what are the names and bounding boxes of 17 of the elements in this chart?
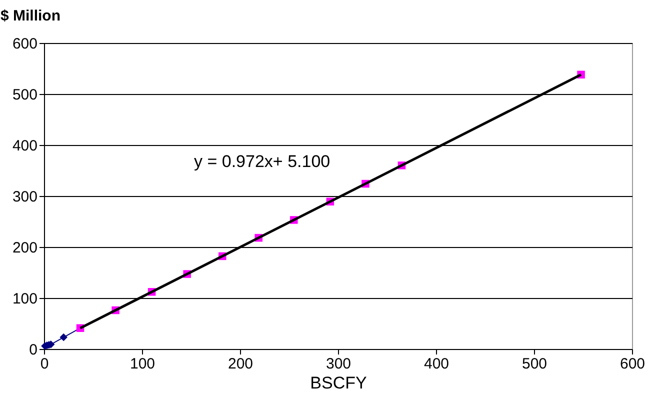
x-axis-title: BSCFY	[310, 374, 367, 392]
annotation: y = 0.972x+ 5.100	[194, 152, 330, 171]
y-axis-title: $ Million	[0, 8, 60, 24]
y-tick-label: 100	[12, 290, 38, 308]
y-tick-label: 400	[12, 138, 38, 154]
x-tick-label: 100	[130, 356, 156, 372]
x-tick-label: 0	[40, 356, 49, 372]
y-tick-label: 200	[12, 240, 38, 256]
y-tick-label: 500	[12, 86, 38, 104]
y-tick-label: 0	[29, 342, 38, 358]
x-tick-label: 500	[522, 356, 548, 372]
y-tick-label: 300	[12, 188, 38, 206]
x-tick-label: 300	[326, 356, 352, 372]
y-tick-label: 600	[12, 36, 38, 52]
x-tick-label: 600	[620, 356, 646, 372]
x-tick-label: 200	[228, 356, 254, 372]
x-tick-label: 400	[424, 356, 450, 372]
